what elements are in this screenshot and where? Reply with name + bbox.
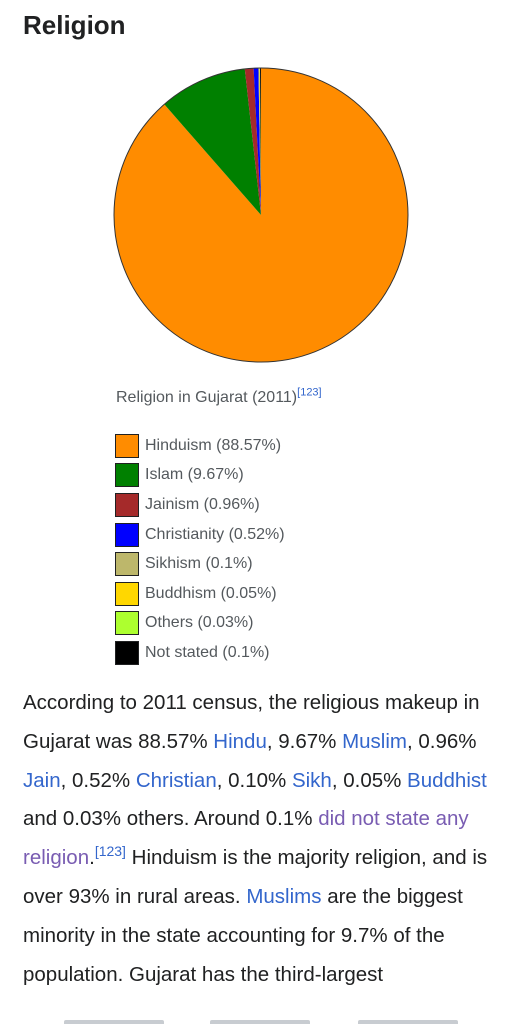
legend-label: Sikhism (0.1%) [145, 555, 253, 573]
legend-label: Jainism (0.96%) [145, 495, 260, 513]
legend-label: Others (0.03%) [145, 614, 254, 632]
sikh-link[interactable]: Sikh [291, 768, 332, 792]
legend-item: Sikhism (0.1%) [115, 549, 285, 579]
legend-label: Not stated (0.1%) [145, 643, 270, 661]
jain-link[interactable]: Jain [23, 768, 61, 792]
no-religion-link[interactable]: did not state any religion [23, 807, 469, 870]
pie-outline [113, 67, 409, 363]
toolbar-tab[interactable] [358, 1020, 458, 1024]
text-run: According to 2011 census, the religious … [23, 691, 480, 753]
article-paragraph: According to 2011 census, the religious … [23, 684, 498, 994]
legend-item: Islam (9.67%) [115, 461, 285, 491]
muslim-link[interactable]: Muslim [342, 729, 407, 753]
pie-slice [259, 68, 261, 215]
chart-legend: Hinduism (88.57%) Islam (9.67%) Jainism (0… [115, 431, 285, 668]
pie-slice [259, 68, 261, 215]
text-run: , 0.05% [331, 768, 408, 792]
legend-label: Buddhism (0.05%) [145, 584, 277, 602]
text-run: and 0.03% others. Around 0.1% [23, 807, 319, 831]
toolbar-tab[interactable] [210, 1020, 310, 1024]
buddhist-link[interactable]: Buddhist [407, 768, 487, 792]
section-heading: Religion [23, 10, 126, 40]
legend-item: Buddhism (0.05%) [115, 579, 285, 609]
text-run: Hinduism is the majority religion, and i… [23, 846, 488, 908]
pie-slice [164, 68, 261, 215]
legend-swatch [115, 433, 139, 458]
religion-pie-chart [113, 67, 409, 363]
legend-swatch [115, 492, 139, 517]
legend-item: Jainism (0.96%) [115, 490, 285, 520]
hindu-link[interactable]: Hindu [213, 729, 267, 753]
legend-swatch [115, 522, 139, 547]
reference-link[interactable]: [123] [94, 843, 126, 860]
legend-item: Not stated (0.1%) [115, 638, 285, 668]
legend-item: Hinduism (88.57%) [115, 431, 285, 461]
legend-item: Christianity (0.52%) [115, 520, 285, 550]
legend-label: Hinduism (88.57%) [145, 436, 282, 454]
text-run: , 0.10% [216, 768, 292, 792]
legend-swatch [115, 463, 139, 488]
chart-caption: Religion in Gujarat (2011)[123] [116, 386, 322, 410]
legend-label: Islam (9.67%) [145, 466, 244, 484]
text-run: . [89, 846, 95, 870]
legend-label: Christianity (0.52%) [145, 525, 285, 543]
caption-reference-link[interactable]: [123] [297, 386, 322, 399]
legend-swatch [115, 611, 139, 636]
text-run: , 9.67% [266, 729, 343, 753]
bottom-toolbar [0, 1017, 519, 1024]
pie-slice [244, 68, 261, 215]
toolbar-tab[interactable] [64, 1020, 164, 1024]
text-run: are the biggest minority in the state ac… [23, 884, 463, 986]
christian-link[interactable]: Christian [135, 768, 217, 792]
legend-swatch [115, 552, 139, 577]
text-run: , 0.52% [60, 768, 136, 792]
legend-item: Others (0.03%) [115, 609, 285, 639]
legend-swatch [115, 581, 139, 606]
text-run: , 0.96% [407, 729, 477, 753]
pie-slice [253, 68, 261, 215]
pie-slice [258, 68, 261, 215]
chart-caption-text: Religion in Gujarat (2011) [116, 389, 298, 406]
muslims-link[interactable]: Muslims [246, 884, 322, 908]
legend-swatch [115, 640, 139, 665]
